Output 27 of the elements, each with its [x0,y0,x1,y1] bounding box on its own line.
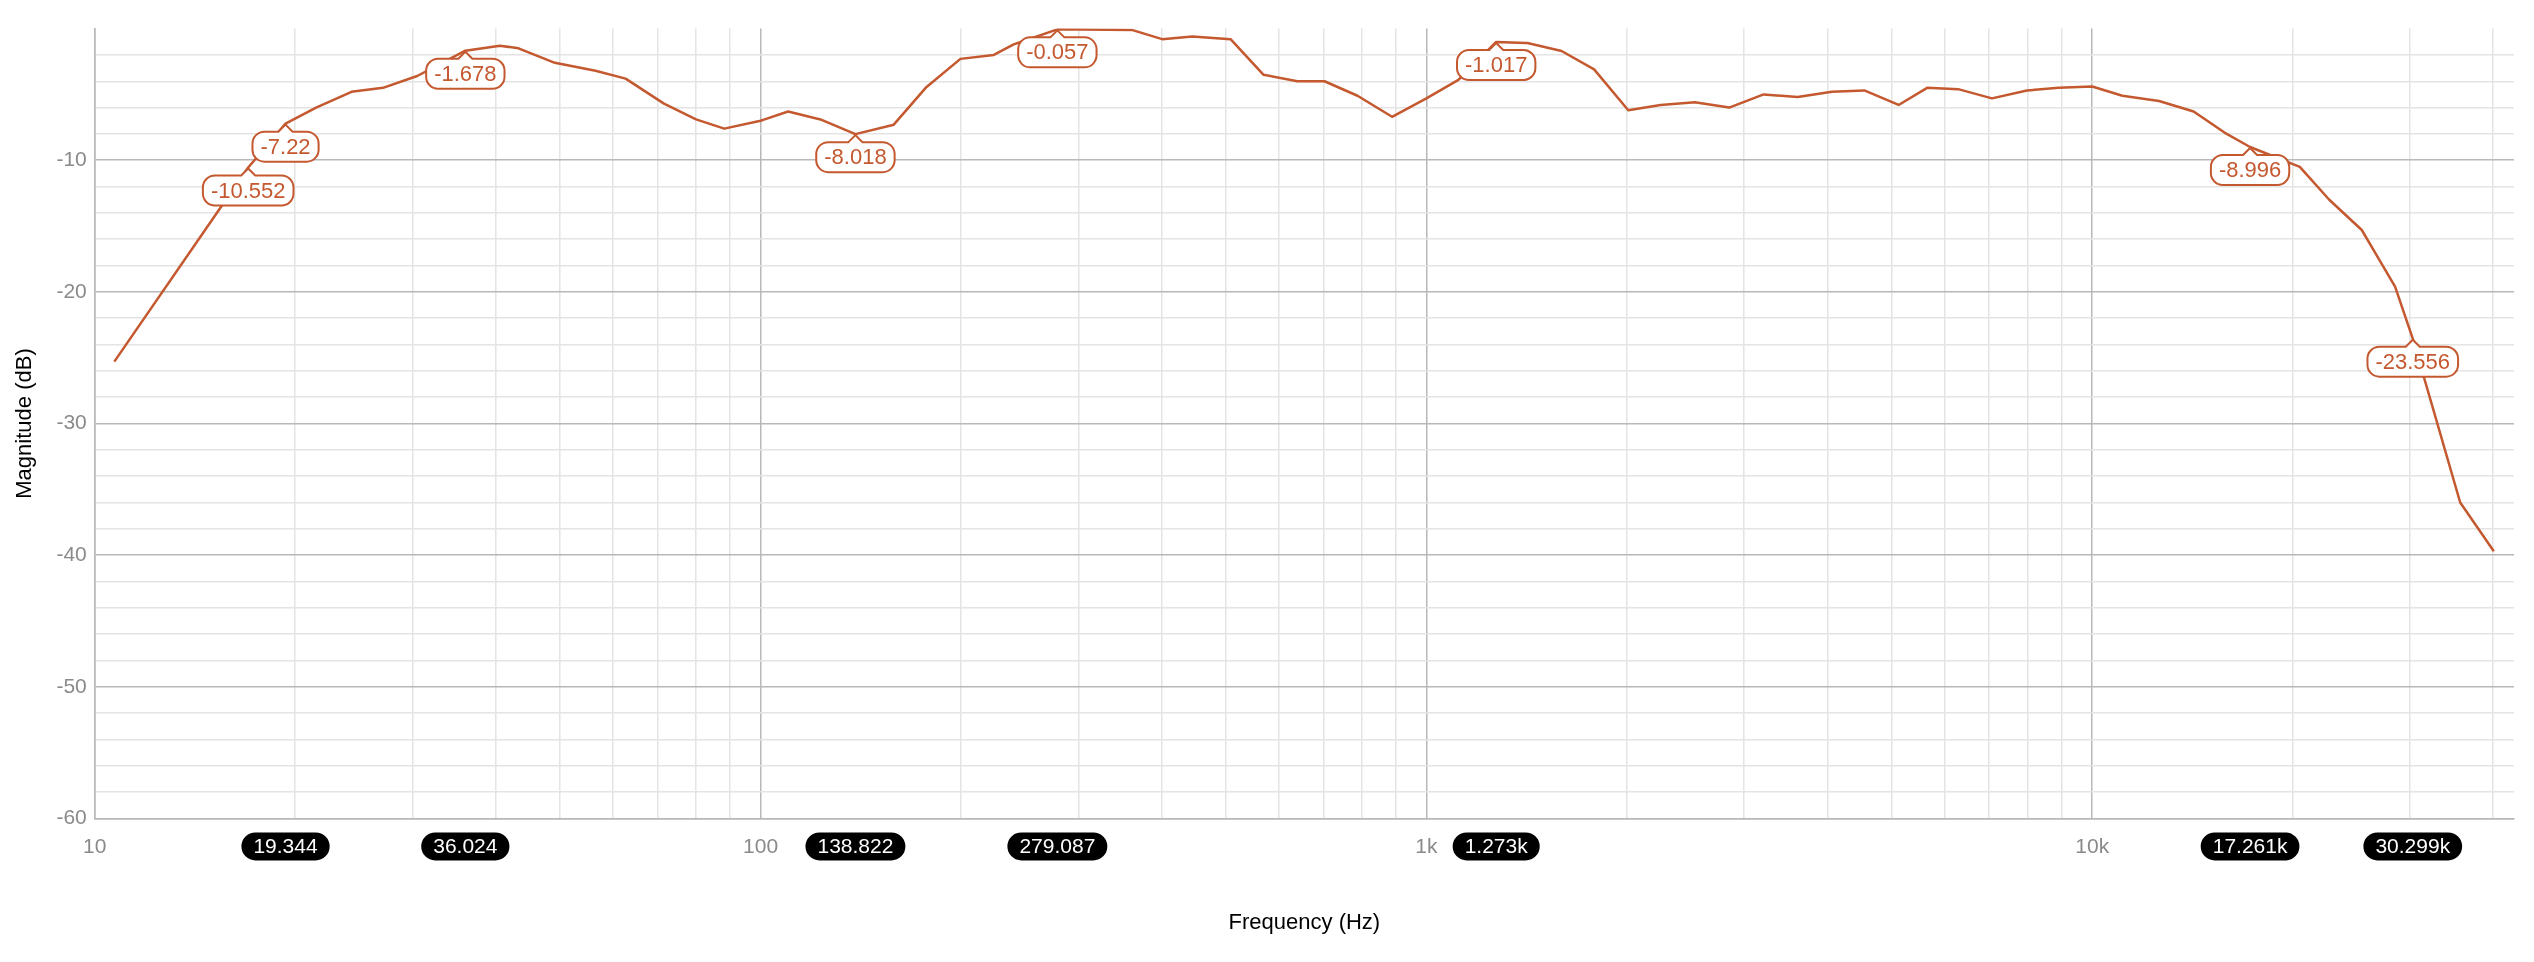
annotation: -7.22 [260,133,311,159]
x-tick-label: 138.822 [817,834,894,858]
annotation: -8.018 [824,144,887,170]
x-tick-label: 30.299k [2375,834,2451,858]
y-tick-label: -40 [56,541,87,565]
y-tick-label: -60 [56,805,87,829]
annotation: -10.552 [210,177,286,203]
x-tick-label: 100 [743,833,779,857]
x-tick-label: 19.344 [253,834,318,858]
annotation: -8.996 [2218,157,2282,183]
y-tick-label: -10 [56,147,87,171]
x-tick-label: 1k [1415,833,1438,857]
x-tick-label: 1.273k [1464,834,1529,858]
annotation: -0.057 [1026,39,1089,65]
x-tick-label: 17.261k [2212,834,2288,858]
y-tick-label: -20 [56,278,87,302]
annotation: -23.556 [2375,348,2451,374]
x-tick-label: 10 [83,833,107,857]
annotation: -1.017 [1465,52,1528,78]
x-axis-title: Frequency (Hz) [1228,908,1381,934]
y-tick-label: -50 [56,673,87,697]
x-tick-label: 279.087 [1019,834,1096,858]
y-tick-label: -30 [56,410,87,434]
y-axis-title: Magnitude (dB) [11,348,37,499]
x-tick-label: 10k [2075,833,2110,857]
x-tick-label: 36.024 [433,834,498,858]
annotation: -1.678 [434,60,497,86]
